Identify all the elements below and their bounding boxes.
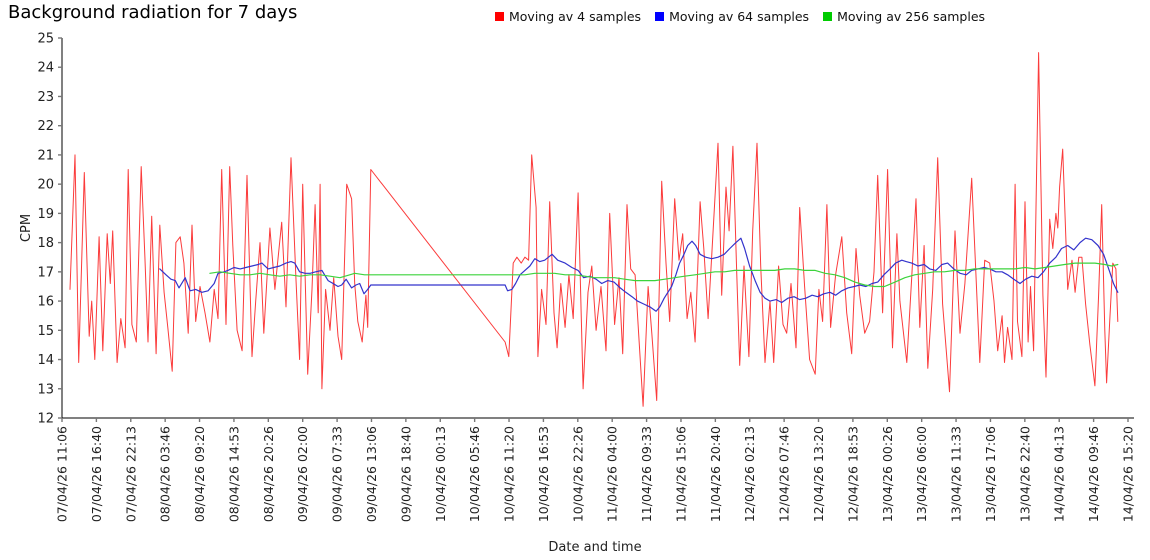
x-tick-label: 12/04/26 02:13 [742,426,757,522]
y-tick-label: 18 [37,236,54,251]
x-tick-label: 09/04/26 18:40 [398,426,413,522]
x-tick-label: 14/04/26 15:20 [1121,426,1136,522]
x-tick-label: 10/04/26 05:46 [467,426,482,522]
x-axis-title: Date and time [548,540,641,555]
x-tick-label: 12/04/26 13:20 [811,426,826,522]
y-tick-label: 21 [37,148,54,163]
x-tick-label: 13/04/26 11:33 [949,426,964,522]
legend-item-3: Moving av 256 samples [823,9,985,24]
x-tick-label: 14/04/26 09:46 [1086,426,1101,522]
chart-title: Background radiation for 7 days [8,2,298,23]
legend-label: Moving av 256 samples [837,9,986,24]
x-tick-label: 08/04/26 03:46 [158,426,173,522]
y-tick-label: 15 [37,324,54,339]
y-tick-label: 12 [37,412,54,427]
legend-swatch-icon [655,12,665,21]
x-tick-label: 11/04/26 04:00 [605,426,620,522]
x-tick-label: 08/04/26 09:20 [192,426,207,522]
y-tick-label: 20 [37,178,54,193]
series-line-moving-av-256-samples [209,262,1119,288]
legend-item-2: Moving av 64 samples [655,9,809,24]
x-tick-label: 12/04/26 07:46 [777,426,792,522]
x-tick-label: 13/04/26 06:00 [914,426,929,522]
x-tick-label: 13/04/26 17:06 [983,426,998,522]
x-tick-label: 09/04/26 07:33 [330,426,345,522]
legend-swatch-icon [495,12,504,21]
x-tick-label: 09/04/26 13:06 [364,426,379,522]
x-tick-label: 11/04/26 09:33 [639,426,654,522]
legend-swatch-icon [823,12,833,21]
x-tick-label: 09/04/26 02:00 [295,426,310,522]
x-tick-label: 10/04/26 11:20 [502,426,517,522]
x-tick-label: 13/04/26 00:26 [880,426,895,522]
x-tick-label: 07/04/26 16:40 [89,426,104,522]
y-tick-label: 17 [37,265,54,280]
x-tick-label: 10/04/26 00:13 [433,426,448,522]
x-tick-label: 14/04/26 04:13 [1052,426,1067,522]
legend-item-1: Moving av 4 samples [495,9,641,24]
x-tick-label: 08/04/26 14:53 [226,426,241,522]
y-tick-label: 14 [37,353,54,368]
x-tick-label: 11/04/26 20:40 [708,426,723,522]
y-tick-label: 24 [37,61,54,76]
series-line-moving-av-64-samples [159,237,1119,312]
x-tick-label: 07/04/26 11:06 [55,426,70,522]
y-tick-label: 23 [37,90,54,105]
chart-legend: Moving av 4 samples Moving av 64 samples M… [495,9,985,24]
y-tick-label: 19 [37,207,54,222]
y-tick-label: 13 [37,382,54,397]
y-axis-title: CPM [19,214,34,242]
x-tick-label: 08/04/26 20:26 [261,426,276,522]
series-line-moving-av-4-samples [69,52,1119,407]
legend-label: Moving av 64 samples [669,9,810,24]
x-tick-label: 10/04/26 22:26 [570,426,585,522]
x-tick-label: 11/04/26 15:06 [673,426,688,522]
y-tick-label: 16 [37,295,54,310]
y-tick-label: 22 [37,119,54,134]
x-tick-label: 07/04/26 22:13 [123,426,138,522]
y-tick-label: 25 [37,32,54,47]
x-tick-label: 13/04/26 22:40 [1017,426,1032,522]
legend-label: Moving av 4 samples [509,9,642,24]
x-tick-label: 10/04/26 16:53 [536,426,551,522]
x-tick-label: 12/04/26 18:53 [845,426,860,522]
